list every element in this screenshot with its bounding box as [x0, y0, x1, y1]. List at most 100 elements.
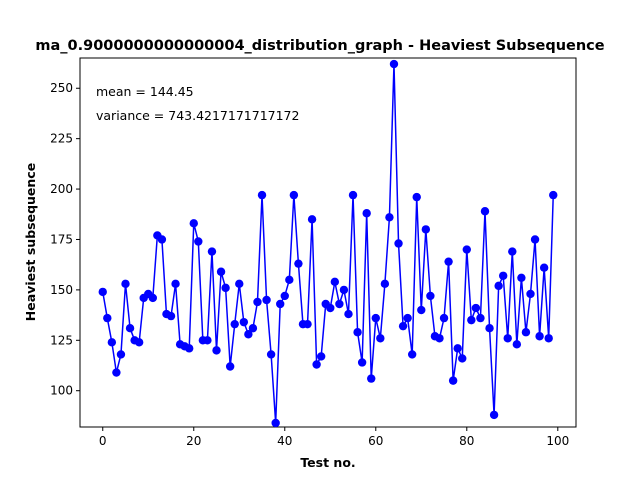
data-point	[157, 235, 167, 244]
data-point	[244, 330, 253, 339]
y-tick-label: 200	[50, 182, 73, 196]
data-point	[476, 313, 485, 323]
data-point	[98, 287, 107, 297]
data-point	[148, 293, 158, 303]
data-point	[134, 338, 144, 347]
data-point	[253, 297, 262, 307]
data-point	[394, 239, 403, 248]
chart-title: ma_0.9000000000000004_distribution_graph…	[35, 38, 604, 54]
data-point	[535, 332, 544, 341]
data-point	[285, 275, 294, 284]
data-point	[185, 344, 194, 353]
y-tick-label: 100	[50, 384, 73, 398]
data-point	[517, 273, 526, 282]
data-point	[203, 336, 212, 345]
data-point	[435, 334, 444, 343]
data-point	[166, 311, 176, 321]
y-axis-ticks: 100 125 150 175 200 225 250	[50, 81, 80, 398]
x-tick-label: 20	[186, 434, 201, 448]
data-point	[348, 190, 358, 200]
data-point	[212, 346, 221, 355]
data-point	[339, 285, 349, 295]
data-point	[107, 338, 117, 347]
y-tick-label: 150	[50, 283, 73, 297]
data-point	[216, 267, 226, 276]
data-point	[389, 59, 399, 69]
data-point	[362, 209, 371, 218]
x-tick-label: 80	[459, 434, 474, 448]
data-point	[294, 259, 303, 268]
variance-annotation: variance = 743.4217171717172	[96, 108, 299, 123]
data-point	[103, 313, 112, 323]
data-point	[371, 313, 380, 323]
plot-frame	[79, 57, 577, 428]
data-point	[125, 324, 135, 333]
x-tick-label: 0	[99, 434, 107, 448]
data-point	[225, 362, 235, 371]
series-layer	[98, 59, 558, 428]
data-point	[439, 313, 449, 323]
data-point	[417, 305, 426, 315]
data-point	[471, 303, 481, 313]
data-point	[112, 368, 121, 377]
data-point	[549, 190, 558, 200]
data-point	[421, 225, 431, 234]
data-point	[316, 352, 326, 361]
data-point	[289, 190, 299, 200]
data-point	[407, 350, 417, 359]
plot-area: 0 20 40 60 80 100 100 125 150 175 200 225 250	[50, 57, 577, 448]
data-point	[503, 334, 512, 343]
data-point	[221, 283, 230, 293]
data-point	[412, 192, 421, 202]
data-point	[539, 263, 549, 272]
data-point	[207, 247, 217, 256]
data-point	[194, 237, 203, 246]
data-point	[257, 190, 267, 200]
data-point	[526, 289, 535, 299]
data-point	[344, 309, 353, 319]
y-tick-label: 250	[50, 81, 73, 95]
data-point	[248, 324, 258, 333]
data-point	[521, 328, 531, 337]
data-point	[307, 215, 317, 224]
data-point	[453, 344, 462, 353]
data-point	[353, 328, 362, 337]
data-point	[121, 279, 130, 289]
data-point	[494, 281, 503, 291]
x-axis-label: Test no.	[300, 455, 355, 470]
data-point	[357, 358, 367, 367]
data-point	[280, 291, 289, 301]
data-point	[235, 279, 244, 289]
data-point	[239, 317, 249, 327]
data-point	[171, 279, 180, 289]
y-axis-label: Heaviest subsequence	[23, 163, 38, 321]
data-point	[116, 350, 126, 359]
data-point	[444, 257, 453, 266]
data-point	[385, 213, 394, 222]
data-point	[485, 324, 494, 333]
data-point	[189, 219, 198, 228]
data-point	[326, 303, 335, 313]
data-point	[489, 410, 499, 420]
data-point	[462, 245, 471, 254]
data-point	[262, 295, 271, 305]
data-point	[303, 319, 312, 329]
data-point	[335, 299, 344, 309]
data-point	[448, 376, 458, 385]
data-point	[380, 279, 390, 289]
data-point	[271, 418, 280, 428]
data-point	[266, 350, 276, 359]
data-point	[512, 340, 522, 349]
data-point	[376, 334, 385, 343]
data-point	[544, 334, 553, 343]
x-axis-ticks: 0 20 40 60 80 100	[99, 427, 569, 448]
data-point	[330, 277, 340, 287]
y-tick-label: 225	[50, 132, 73, 146]
data-point	[498, 271, 508, 280]
data-point	[367, 374, 376, 383]
data-point	[467, 315, 476, 325]
y-tick-label: 125	[50, 333, 73, 347]
data-point	[508, 247, 517, 256]
data-point	[312, 360, 321, 369]
